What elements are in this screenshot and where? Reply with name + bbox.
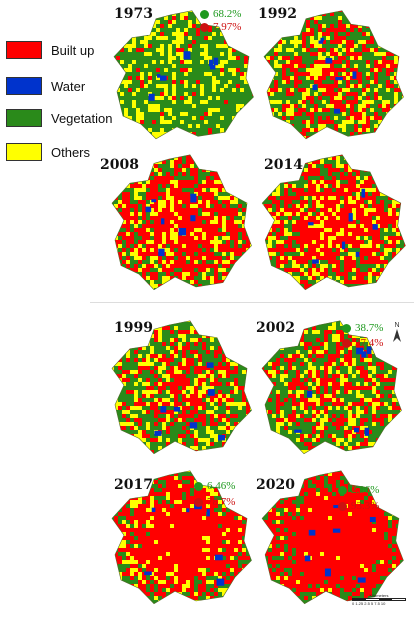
- vegetation-dot-icon: [338, 486, 347, 495]
- vegetation-stat: 68.2%: [200, 8, 241, 20]
- built-up-stat: 37.4%: [342, 337, 383, 349]
- map-2008: [106, 152, 256, 294]
- map-2002: [256, 318, 406, 458]
- map-1999: [106, 318, 256, 458]
- scale-bar-ticks: 0 1.25 2.5 5 7.5 10: [352, 601, 406, 606]
- legend-label: Others: [51, 145, 90, 160]
- legend-item-others: Others: [6, 143, 90, 161]
- vegetation-dot-icon: [194, 482, 203, 491]
- legend-item-vegetation: Vegetation: [6, 109, 112, 127]
- year-label: 1992: [258, 6, 297, 22]
- year-label: 2020: [256, 477, 295, 493]
- map-1992: [258, 8, 408, 143]
- built-up-stat: 7.97%: [200, 21, 241, 33]
- built-up-dot-icon: [200, 23, 209, 32]
- north-arrow-icon: N: [392, 322, 402, 345]
- map-2014: [256, 152, 410, 294]
- built-up-percent: 37.4%: [355, 337, 383, 349]
- legend-label: Water: [51, 79, 85, 94]
- built-up-dot-icon: [338, 502, 347, 511]
- legend-label: Built up: [51, 43, 94, 58]
- vegetation-stat: 38.7%: [342, 322, 383, 334]
- year-label: 2017: [114, 477, 153, 493]
- built-up-percent: 78.7%: [207, 496, 235, 508]
- legend-label: Vegetation: [51, 111, 112, 126]
- built-up-stat: 78.7%: [194, 496, 235, 508]
- vegetation-percent: 2.96%: [351, 484, 379, 496]
- section-divider: [90, 302, 414, 303]
- vegetation-percent: 68.2%: [213, 8, 241, 20]
- vegetation-dot-icon: [200, 10, 209, 19]
- built-up-stat: 93.3%: [338, 500, 379, 512]
- vegetation-percent: 6.46%: [207, 480, 235, 492]
- vegetation-swatch: [6, 109, 42, 127]
- legend-item-water: Water: [6, 77, 85, 95]
- vegetation-percent: 38.7%: [355, 322, 383, 334]
- vegetation-stat: 2.96%: [338, 484, 379, 496]
- water-swatch: [6, 77, 42, 95]
- year-label: 1999: [114, 320, 153, 336]
- north-arrow-shape: [392, 329, 402, 343]
- built-up-dot-icon: [194, 498, 203, 507]
- vegetation-dot-icon: [342, 324, 351, 333]
- year-label: 1973: [114, 6, 153, 22]
- built-up-percent: 7.97%: [213, 21, 241, 33]
- vegetation-stat: 6.46%: [194, 480, 235, 492]
- year-label: 2014: [264, 157, 303, 173]
- built-up-swatch: [6, 41, 42, 59]
- legend-item-built-up: Built up: [6, 41, 94, 59]
- built-up-dot-icon: [342, 339, 351, 348]
- others-swatch: [6, 143, 42, 161]
- year-label: 2002: [256, 320, 295, 336]
- built-up-percent: 93.3%: [351, 500, 379, 512]
- year-label: 2008: [100, 157, 139, 173]
- scale-bar: Kilometers 0 1.25 2.5 5 7.5 10: [352, 593, 406, 606]
- north-label: N: [392, 322, 402, 329]
